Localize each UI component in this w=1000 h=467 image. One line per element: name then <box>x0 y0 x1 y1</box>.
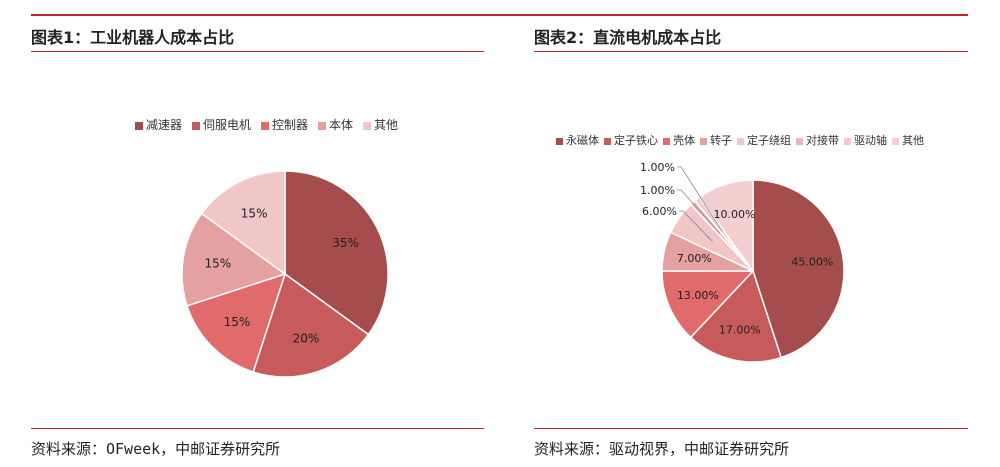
bottom-rule-right <box>534 428 968 429</box>
panel-left: 图表1：工业机器人成本占比 减速器 伺服电机 控制器 本体 其他 35% 20% 15% 15%… <box>31 16 484 467</box>
legend-swatch <box>604 138 611 145</box>
pie-chart-left: 减速器 伺服电机 控制器 本体 其他 35% 20% 15% 15% 15% <box>135 118 398 378</box>
legend-label: 伺服电机 <box>203 118 251 132</box>
pie-slice <box>252 272 370 378</box>
legend-label: 减速器 <box>146 118 182 132</box>
pie-chart-right: 永磁体 定子铁心 壳体 转子 定子绕组 对接带 驱动轴 其他 45.00% 17.00% 13.00… <box>556 133 924 363</box>
source-left: 资料来源：OFweek，中邮证券研究所 <box>31 440 281 458</box>
legend-item: 定子铁心 <box>604 133 658 147</box>
legend-label: 其他 <box>902 134 924 147</box>
legend-label: 其他 <box>374 118 398 132</box>
legend-item: 永磁体 <box>556 133 599 147</box>
leader-line <box>677 166 723 232</box>
pie-slices <box>181 170 389 378</box>
legend-item: 对接带 <box>796 133 839 147</box>
legend-swatch <box>556 138 563 145</box>
legend-item: 控制器 <box>261 118 308 132</box>
data-label: 20% <box>293 332 320 346</box>
title-rule-right <box>534 51 968 52</box>
legend-swatch <box>796 138 803 145</box>
legend-label: 控制器 <box>272 118 308 132</box>
legend-item: 伺服电机 <box>192 118 251 132</box>
title-rule-left <box>31 51 484 52</box>
legend-label: 本体 <box>329 118 353 132</box>
data-label: 10.00% <box>713 208 755 221</box>
pie-slice <box>284 170 389 336</box>
legend-swatch <box>261 122 269 130</box>
legend-swatch <box>318 122 326 130</box>
data-label: 15% <box>241 206 268 220</box>
pie-slices <box>661 179 845 363</box>
legend-swatch <box>363 122 371 130</box>
legend-item: 减速器 <box>135 118 182 132</box>
data-labels: 45.00% 17.00% 13.00% 7.00% 6.00% 1.00% 1.00% 10… <box>640 161 833 337</box>
legend-item: 其他 <box>363 118 398 132</box>
legend-label: 定子绕组 <box>747 133 791 147</box>
top-rule <box>31 14 968 16</box>
pie-slice <box>698 179 754 274</box>
legend: 永磁体 定子铁心 壳体 转子 定子绕组 对接带 驱动轴 其他 <box>556 133 924 147</box>
legend-label: 永磁体 <box>566 133 599 147</box>
legend-swatch <box>737 138 744 145</box>
pie-slice <box>181 212 287 307</box>
pie-slice <box>689 269 783 363</box>
leader-line <box>679 210 713 242</box>
leader-line <box>677 189 721 234</box>
legend-label: 转子 <box>710 133 732 147</box>
pie-slice <box>200 170 286 276</box>
bottom-rule-left <box>31 428 484 429</box>
data-label: 13.00% <box>677 289 719 302</box>
data-label: 1.00% <box>640 184 675 197</box>
legend-item: 转子 <box>700 133 732 147</box>
data-labels: 35% 20% 15% 15% 15% <box>205 206 359 345</box>
legend-item: 本体 <box>318 118 353 132</box>
pie-slice <box>752 179 845 359</box>
legend-swatch <box>663 138 670 145</box>
legend-swatch <box>892 138 899 145</box>
data-label: 6.00% <box>642 205 677 218</box>
legend-item: 定子绕组 <box>737 133 791 147</box>
source-right: 资料来源：驱动视界，中邮证券研究所 <box>534 440 790 458</box>
panel-right: 图表2：直流电机成本占比 永磁体 定子铁心 壳体 转子 定子绕组 对接带 驱动轴 其他 45.0… <box>534 16 968 467</box>
legend-swatch <box>192 122 200 130</box>
pie-slice <box>661 270 755 339</box>
data-label: 15% <box>205 256 232 270</box>
legend-swatch <box>844 138 851 145</box>
data-label: 35% <box>332 236 359 250</box>
chart-title-left: 图表1：工业机器人成本占比 <box>31 28 235 47</box>
data-label: 17.00% <box>719 324 761 337</box>
legend-swatch <box>700 138 707 145</box>
data-label: 7.00% <box>677 252 712 265</box>
chart-title-right: 图表2：直流电机成本占比 <box>534 28 722 47</box>
legend-label: 对接带 <box>806 133 839 147</box>
data-label: 1.00% <box>640 161 675 174</box>
legend-item: 壳体 <box>663 133 695 147</box>
legend-label: 定子铁心 <box>614 133 658 147</box>
legend-label: 驱动轴 <box>854 133 887 147</box>
legend-item: 驱动轴 <box>844 133 887 147</box>
legend: 减速器 伺服电机 控制器 本体 其他 <box>135 118 398 132</box>
data-label: 15% <box>224 315 251 329</box>
legend-item: 其他 <box>892 134 924 147</box>
data-label: 45.00% <box>791 256 833 269</box>
legend-label: 壳体 <box>673 133 695 147</box>
legend-swatch <box>135 122 143 130</box>
